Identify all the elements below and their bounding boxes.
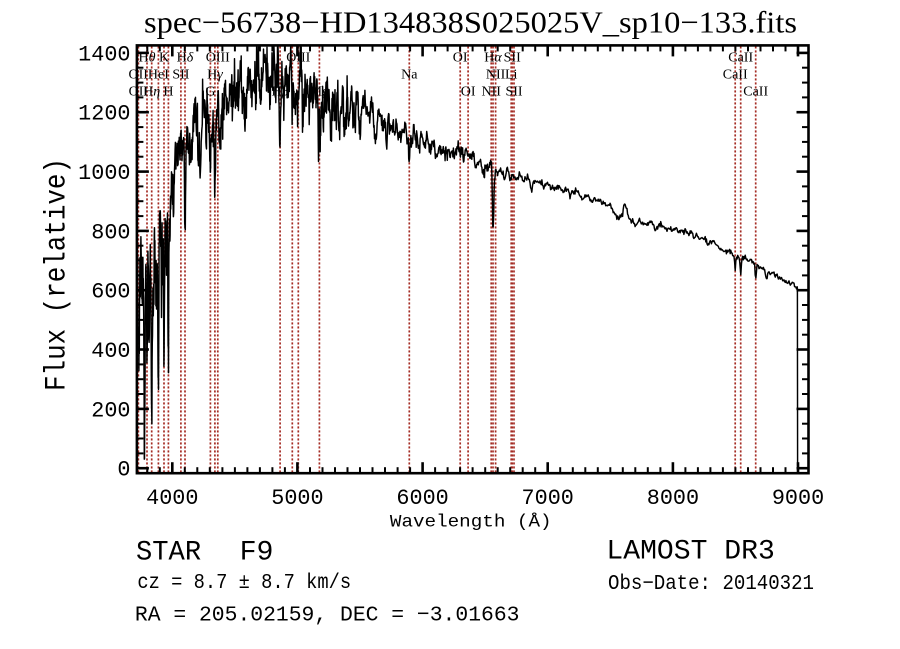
svg-text:OII: OII bbox=[129, 84, 149, 99]
svg-text:H: H bbox=[163, 84, 173, 99]
svg-text:K: K bbox=[159, 50, 169, 65]
svg-text:SII: SII bbox=[505, 84, 522, 99]
svg-text:OI: OI bbox=[461, 84, 476, 99]
svg-text:6000: 6000 bbox=[396, 486, 448, 511]
svg-text:200: 200 bbox=[91, 398, 130, 423]
svg-text:1400: 1400 bbox=[78, 42, 130, 67]
svg-text:0: 0 bbox=[117, 458, 130, 483]
svg-text:CaII: CaII bbox=[728, 50, 753, 65]
svg-text:9000: 9000 bbox=[772, 486, 824, 511]
svg-text:Hθ: Hθ bbox=[138, 50, 155, 65]
svg-text:F9: F9 bbox=[240, 538, 274, 569]
svg-text:Hβ: Hβ bbox=[272, 84, 289, 99]
svg-text:NII: NII bbox=[486, 68, 506, 83]
svg-text:Hδ: Hδ bbox=[177, 50, 194, 65]
svg-text:NII: NII bbox=[481, 84, 501, 99]
svg-text:5000: 5000 bbox=[271, 486, 323, 511]
svg-text:Na: Na bbox=[401, 68, 418, 83]
svg-text:Mg: Mg bbox=[310, 84, 329, 99]
svg-text:OIII: OIII bbox=[206, 50, 230, 65]
svg-text:4000: 4000 bbox=[146, 486, 198, 511]
svg-text:OI: OI bbox=[453, 50, 468, 65]
svg-text:Flux (relative): Flux (relative) bbox=[41, 158, 75, 391]
svg-text:Hγ: Hγ bbox=[207, 68, 223, 83]
svg-text:cz = 8.7 ± 8.7 km/s: cz = 8.7 ± 8.7 km/s bbox=[137, 572, 351, 595]
svg-text:CaII: CaII bbox=[723, 68, 748, 83]
svg-text:8000: 8000 bbox=[647, 486, 699, 511]
svg-text:Wavelength (Å): Wavelength (Å) bbox=[390, 512, 552, 533]
svg-text:LAMOST DR3: LAMOST DR3 bbox=[606, 537, 774, 568]
svg-text:Li: Li bbox=[505, 68, 518, 83]
svg-text:SII: SII bbox=[504, 50, 521, 65]
svg-text:OII: OII bbox=[128, 68, 148, 83]
svg-text:400: 400 bbox=[91, 339, 130, 364]
svg-text:800: 800 bbox=[91, 220, 130, 245]
svg-text:HeI: HeI bbox=[148, 68, 169, 83]
svg-text:Hη: Hη bbox=[143, 84, 160, 99]
svg-text:Obs−Date: 20140321: Obs−Date: 20140321 bbox=[608, 573, 814, 596]
svg-text:STAR: STAR bbox=[136, 538, 201, 569]
svg-text:RA = 205.02159, DEC = −3.0166: RA = 205.02159, DEC = −3.01663 bbox=[135, 603, 520, 627]
svg-text:SII: SII bbox=[172, 68, 189, 83]
svg-text:1000: 1000 bbox=[78, 161, 130, 186]
svg-text:Hα: Hα bbox=[484, 50, 502, 65]
svg-text:7000: 7000 bbox=[522, 486, 574, 511]
svg-text:G: G bbox=[205, 84, 215, 99]
svg-text:spec−56738−HD134838S025025V_sp: spec−56738−HD134838S025025V_sp10−133.fit… bbox=[144, 6, 797, 40]
svg-text:600: 600 bbox=[91, 280, 130, 305]
svg-text:OIII: OIII bbox=[286, 50, 310, 65]
svg-text:CaII: CaII bbox=[743, 84, 768, 99]
svg-text:1200: 1200 bbox=[78, 102, 130, 127]
